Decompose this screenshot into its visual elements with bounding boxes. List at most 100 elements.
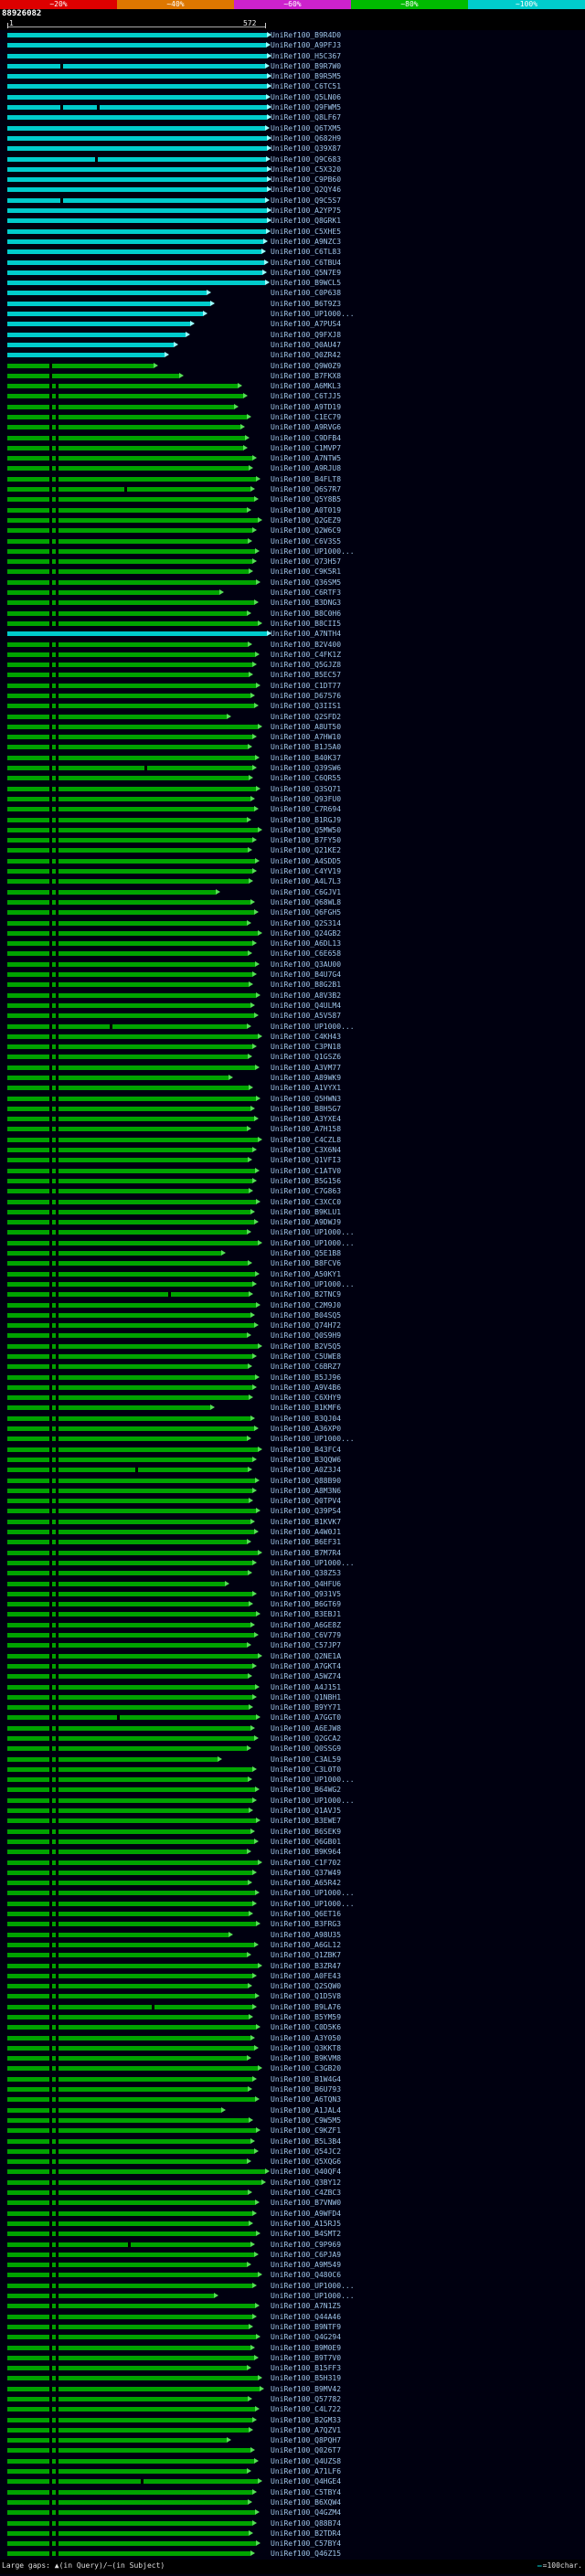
hit-label[interactable]: UniRef100_B2V400 (271, 640, 342, 649)
alignment-bar[interactable] (7, 1693, 257, 1700)
alignment-bar[interactable] (7, 1518, 255, 1524)
hit-label[interactable]: UniRef100_C4CZL8 (271, 1135, 342, 1144)
hit-label[interactable]: UniRef100_C4FK1Z (271, 650, 342, 659)
hit-label[interactable]: UniRef100_Q74H72 (271, 1321, 342, 1330)
alignment-bar[interactable] (7, 238, 268, 244)
alignment-bar[interactable] (7, 42, 271, 48)
alignment-bar[interactable] (7, 1765, 257, 1772)
alignment-bar[interactable] (7, 682, 261, 688)
alignment-bar[interactable] (7, 2468, 251, 2475)
hit-label[interactable]: UniRef100_B7VNW0 (271, 2199, 342, 2208)
hit-label[interactable]: UniRef100_H5C367 (271, 51, 342, 60)
hit-label[interactable]: UniRef100_Q1D5V8 (271, 1992, 342, 2001)
hit-label[interactable]: UniRef100_Q37W49 (271, 1868, 342, 1877)
alignment-bar[interactable] (7, 1745, 251, 1752)
alignment-bar[interactable] (7, 2272, 262, 2278)
hit-label[interactable]: UniRef100_A7GKT4 (271, 1661, 342, 1670)
alignment-bar[interactable] (7, 909, 259, 916)
hit-label[interactable]: UniRef100_B8CII5 (271, 619, 342, 628)
alignment-bar[interactable] (7, 919, 251, 926)
alignment-bar[interactable] (7, 155, 271, 162)
hit-label[interactable]: UniRef100_C1MVP7 (271, 443, 342, 452)
hit-label[interactable]: UniRef100_C57BY4 (271, 2539, 342, 2549)
hit-label[interactable]: UniRef100_Q3BY12 (271, 2178, 342, 2187)
alignment-bar[interactable] (7, 826, 262, 832)
alignment-bar[interactable] (7, 1002, 255, 1008)
alignment-bar[interactable] (7, 847, 252, 853)
hit-label[interactable]: UniRef100_B1W4G4 (271, 2074, 342, 2083)
alignment-bar[interactable] (7, 1828, 255, 1834)
hit-label[interactable]: UniRef100_A1VYX1 (271, 1084, 342, 1093)
hit-label[interactable]: UniRef100_A7H158 (271, 1125, 342, 1134)
hit-label[interactable]: UniRef100_B04SQ5 (271, 1310, 342, 1320)
hit-label[interactable]: UniRef100_A15RJ5 (271, 2219, 342, 2228)
hit-label[interactable]: UniRef100_A9NZC3 (271, 237, 342, 246)
hit-label[interactable]: UniRef100_A6GE8Z (271, 1620, 342, 1629)
hit-label[interactable]: UniRef100_A9DWJ9 (271, 1218, 342, 1227)
hit-label[interactable]: UniRef100_B5L3B4 (271, 2136, 342, 2146)
hit-label[interactable]: UniRef100_Q24GB2 (271, 928, 342, 938)
hit-label[interactable]: UniRef100_A3VM77 (271, 1063, 342, 1072)
hit-label[interactable]: UniRef100_Q5N7E9 (271, 268, 342, 277)
hit-label[interactable]: UniRef100_A5V587 (271, 1012, 342, 1021)
alignment-bar[interactable] (7, 486, 255, 493)
alignment-bar[interactable] (7, 1477, 260, 1483)
alignment-bar[interactable] (7, 1074, 233, 1080)
alignment-bar[interactable] (7, 124, 270, 131)
alignment-bar[interactable] (7, 2096, 260, 2103)
hit-label[interactable]: UniRef100_B8FCV6 (271, 1259, 342, 1268)
hit-label[interactable]: UniRef100_Q88B90 (271, 1476, 342, 1485)
alignment-bar[interactable] (7, 1880, 252, 1886)
alignment-bar[interactable] (7, 610, 251, 616)
alignment-bar[interactable] (7, 1208, 255, 1214)
alignment-bar[interactable] (7, 1734, 259, 1741)
hit-label[interactable]: UniRef100_C4YV19 (271, 867, 342, 876)
hit-label[interactable]: UniRef100_Q4GZM4 (271, 2508, 342, 2518)
alignment-bar[interactable] (7, 806, 259, 812)
hit-label[interactable]: UniRef100_B6T9Z3 (271, 299, 342, 308)
alignment-bar[interactable] (7, 1456, 257, 1462)
hit-label[interactable]: UniRef100_A3YXE4 (271, 1115, 342, 1124)
alignment-bar[interactable] (7, 2457, 259, 2464)
alignment-bar[interactable] (7, 1383, 257, 1390)
alignment-bar[interactable] (7, 1931, 233, 1937)
alignment-bar[interactable] (7, 249, 266, 255)
hit-label[interactable]: UniRef100_B8C0H6 (271, 609, 342, 618)
alignment-bar[interactable] (7, 1776, 252, 1783)
alignment-bar[interactable] (7, 52, 271, 58)
hit-label[interactable]: UniRef100_B5H319 (271, 2374, 342, 2383)
hit-label[interactable]: UniRef100_A3Y050 (271, 2033, 342, 2042)
alignment-bar[interactable] (7, 372, 184, 378)
hit-label[interactable]: UniRef100_UP1000... (271, 1228, 355, 1237)
hit-label[interactable]: UniRef100_Q1AVJ5 (271, 1807, 342, 1816)
hit-label[interactable]: UniRef100_A4SDD5 (271, 856, 342, 865)
alignment-bar[interactable] (7, 176, 271, 183)
hit-label[interactable]: UniRef100_B9LA76 (271, 2002, 342, 2011)
alignment-bar[interactable] (7, 765, 257, 771)
alignment-bar[interactable] (7, 578, 261, 585)
alignment-bar[interactable] (7, 795, 255, 801)
hit-label[interactable]: UniRef100_Q4ULM4 (271, 1001, 342, 1010)
alignment-bar[interactable] (7, 2416, 257, 2422)
alignment-bar[interactable] (7, 2437, 231, 2443)
alignment-bar[interactable] (7, 145, 271, 152)
alignment-bar[interactable] (7, 1642, 251, 1648)
hit-label[interactable]: UniRef100_B3EBJ1 (271, 1610, 342, 1619)
alignment-bar[interactable] (7, 888, 220, 895)
hit-label[interactable]: UniRef100_C1DT77 (271, 681, 342, 690)
alignment-bar[interactable] (7, 1177, 257, 1183)
alignment-bar[interactable] (7, 898, 255, 905)
hit-label[interactable]: UniRef100_Q8GRK1 (271, 217, 342, 226)
alignment-bar[interactable] (7, 703, 259, 709)
alignment-bar[interactable] (7, 1239, 262, 1246)
alignment-bar[interactable] (7, 465, 253, 472)
alignment-bar[interactable] (7, 2137, 255, 2144)
hit-label[interactable]: UniRef100_C5UWE8 (271, 1352, 342, 1361)
hit-label[interactable]: UniRef100_B6EF31 (271, 1538, 342, 1547)
hit-label[interactable]: UniRef100_A9TD19 (271, 402, 342, 411)
alignment-bar[interactable] (7, 2529, 253, 2536)
hit-label[interactable]: UniRef100_B3ZR47 (271, 1961, 342, 1970)
alignment-bar[interactable] (7, 1900, 257, 1906)
alignment-bar[interactable] (7, 2488, 257, 2495)
hit-label[interactable]: UniRef100_A9WFD4 (271, 2209, 342, 2218)
